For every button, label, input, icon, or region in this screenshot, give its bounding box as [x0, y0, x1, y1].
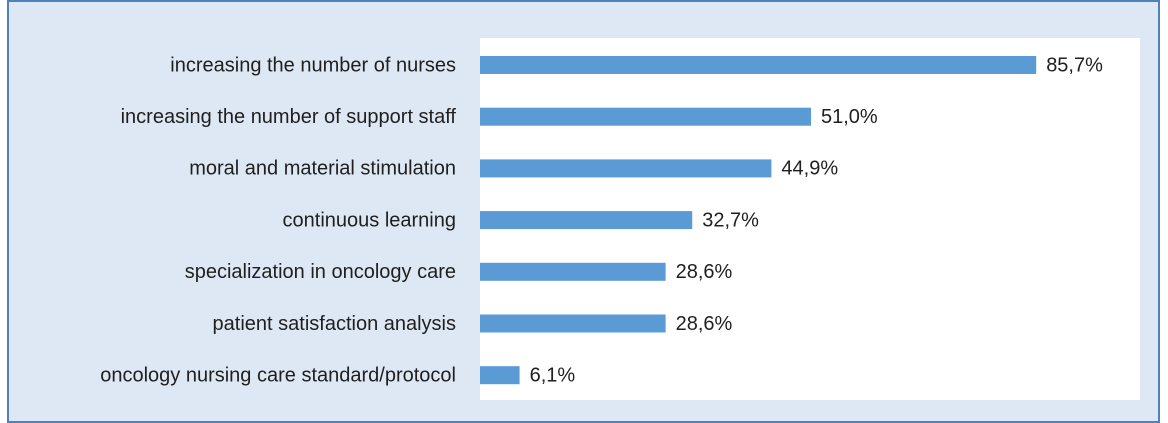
category-label: patient satisfaction analysis — [213, 313, 456, 335]
value-label: 6,1% — [530, 364, 576, 386]
category-label: continuous learning — [283, 209, 456, 231]
value-label: 32,7% — [702, 209, 759, 231]
value-label: 51,0% — [821, 106, 878, 128]
bar — [480, 159, 772, 178]
category-label: increasing the number of support staff — [121, 106, 457, 128]
category-label: increasing the number of nurses — [170, 54, 456, 76]
category-label: oncology nursing care standard/protocol — [100, 364, 456, 386]
bar — [480, 107, 811, 126]
bar — [480, 262, 666, 281]
category-label: specialization in oncology care — [185, 261, 456, 283]
value-label: 28,6% — [676, 261, 733, 283]
bar — [480, 314, 666, 333]
bar — [480, 56, 1037, 74]
value-label: 28,6% — [676, 313, 733, 335]
value-label: 44,9% — [781, 158, 838, 180]
bar — [480, 366, 520, 385]
value-label: 85,7% — [1046, 54, 1103, 76]
category-label: moral and material stimulation — [189, 158, 456, 180]
bar — [480, 211, 693, 230]
